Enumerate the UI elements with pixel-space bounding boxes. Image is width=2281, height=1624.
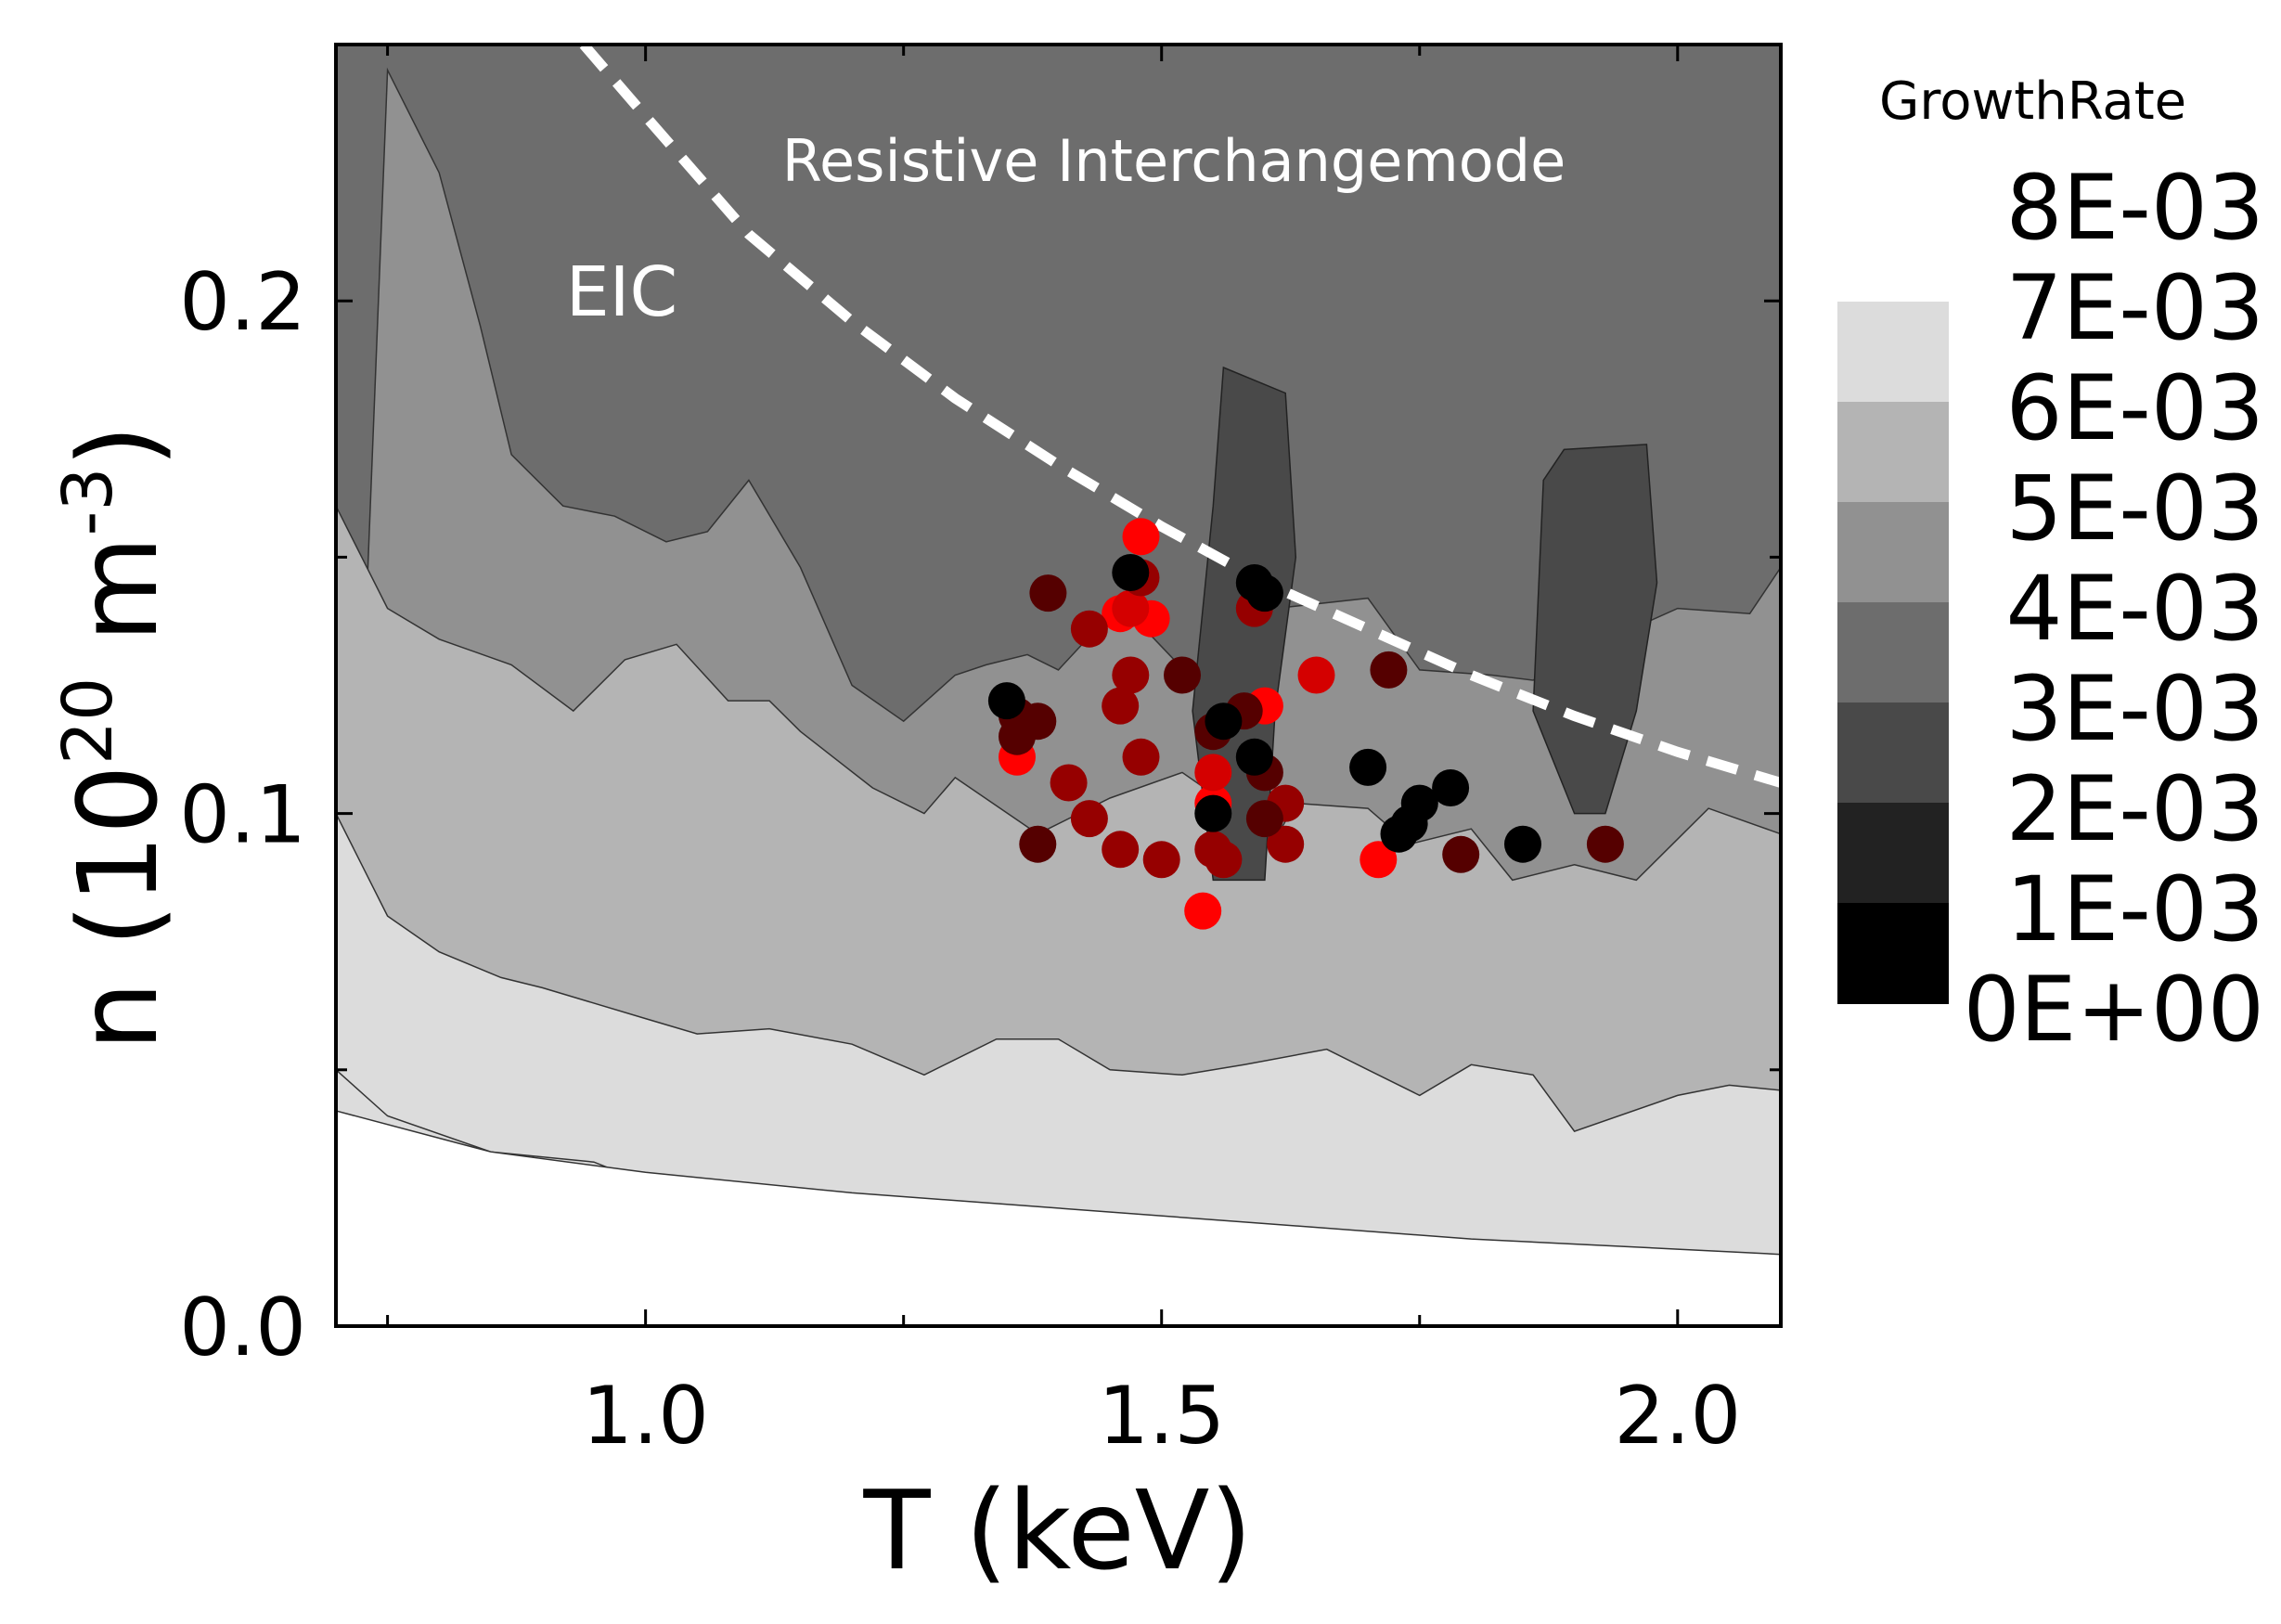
data-point — [999, 717, 1036, 755]
y-tick-label: 0.2 — [179, 256, 306, 349]
annotation-resistive-interchange: Resistive Interchangemode — [782, 127, 1566, 195]
eic-boundary-line — [579, 45, 1781, 788]
data-point — [1504, 825, 1541, 863]
legend-labels: 8E-037E-036E-035E-034E-033E-032E-031E-03… — [1964, 156, 2264, 1062]
data-point — [1370, 651, 1408, 689]
data-point — [1349, 748, 1387, 786]
data-point — [1029, 574, 1067, 612]
data-point — [1194, 794, 1232, 832]
data-point — [1267, 825, 1305, 863]
legend-title: GrowthRate — [1879, 71, 2186, 132]
data-point — [1245, 574, 1283, 612]
legend-level-label: 1E-03 — [2005, 857, 2264, 961]
axis-tick-labels: 1.0 1.5 2.0 0.0 0.1 0.2 — [179, 256, 1741, 1463]
data-point — [1070, 610, 1108, 648]
data-point — [1122, 518, 1160, 556]
y-axis-title-unit: m — [54, 535, 182, 677]
legend-level-label: 6E-03 — [2005, 356, 2264, 460]
y-axis-title-exponent-2: -3 — [48, 468, 128, 536]
data-point — [1380, 815, 1418, 853]
data-point — [1184, 892, 1222, 930]
y-tick-label: 0.1 — [179, 769, 306, 862]
data-point — [1112, 656, 1150, 694]
data-point — [1442, 835, 1480, 873]
legend-swatch — [1837, 402, 1949, 503]
x-tick-label: 1.5 — [1098, 1370, 1225, 1463]
legend-level-label: 8E-03 — [2005, 156, 2264, 260]
data-point — [1432, 769, 1470, 806]
x-axis-title: T (keV) — [862, 1466, 1252, 1594]
legend-swatch — [1837, 903, 1949, 1004]
data-point — [1070, 800, 1108, 838]
data-point — [1122, 738, 1160, 776]
contour-spike-2 — [1532, 444, 1658, 815]
data-point — [1235, 738, 1273, 776]
y-tick-label: 0.0 — [179, 1282, 306, 1374]
legend-swatch — [1837, 302, 1949, 403]
legend-level-label: 5E-03 — [2005, 457, 2264, 561]
growth-rate-legend: GrowthRate 8E-037E-036E-035E-034E-033E-0… — [1837, 71, 2264, 1062]
data-point — [1194, 754, 1232, 792]
legend-level-label: 3E-03 — [2005, 657, 2264, 761]
data-point — [1102, 687, 1140, 725]
eic-boundary-curve — [579, 45, 1781, 788]
data-point — [1112, 554, 1150, 591]
y-axis-title-suffix: ) — [54, 425, 182, 468]
data-point — [1297, 656, 1335, 694]
legend-swatch — [1837, 502, 1949, 603]
legend-level-label: 4E-03 — [2005, 557, 2264, 661]
legend-swatches — [1837, 302, 1949, 1004]
contour-band-white — [336, 1110, 1781, 1326]
data-point — [1245, 800, 1283, 838]
data-point — [1142, 841, 1180, 879]
x-tick-label: 2.0 — [1614, 1370, 1741, 1463]
axis-ticks — [336, 45, 1781, 1328]
plot-frame — [334, 43, 1783, 1328]
legend-swatch — [1837, 702, 1949, 804]
data-point — [1050, 764, 1088, 802]
legend-level-label: 2E-03 — [2005, 757, 2264, 861]
y-axis-title: n (1020 m-3) — [48, 425, 182, 1051]
data-point — [1164, 656, 1201, 694]
x-tick-label: 1.0 — [582, 1370, 709, 1463]
data-point — [1360, 841, 1398, 879]
y-axis-title-prefix: n (10 — [54, 765, 182, 1050]
svg-text:n (1020 m-3): n (1020 m-3) — [48, 425, 182, 1051]
data-point — [1586, 825, 1624, 863]
data-point — [1102, 831, 1140, 869]
data-point — [1205, 841, 1243, 879]
legend-swatch — [1837, 602, 1949, 703]
contour-bands — [336, 45, 1781, 1326]
y-axis-title-exponent-1: 20 — [48, 677, 128, 765]
legend-swatch — [1837, 803, 1949, 904]
annotation-eic: EIC — [566, 252, 677, 332]
data-point — [987, 682, 1025, 720]
data-point — [1205, 702, 1243, 741]
data-point — [1112, 589, 1150, 627]
legend-level-label: 7E-03 — [2005, 256, 2264, 360]
legend-level-label: 0E+00 — [1964, 958, 2264, 1062]
scatter-points — [987, 518, 1624, 930]
data-point — [1019, 825, 1057, 863]
